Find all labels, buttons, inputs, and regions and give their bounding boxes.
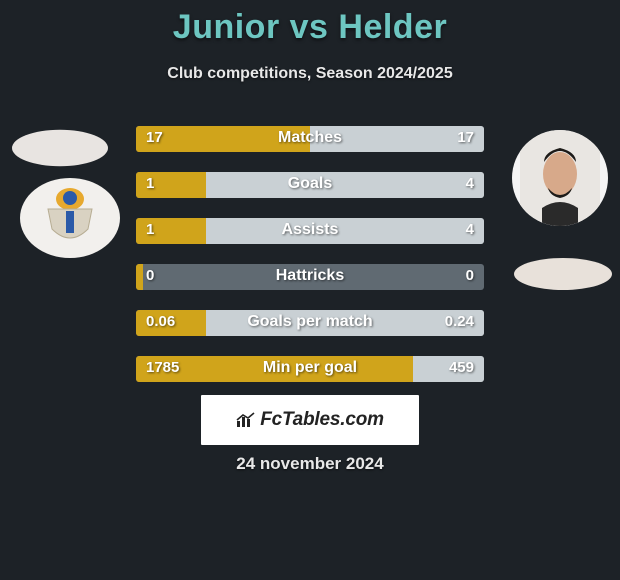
bar-label: Matches <box>136 129 484 147</box>
bar-value-left: 0.06 <box>146 313 175 330</box>
stat-bar: Matches17 17 <box>136 126 484 152</box>
bar-value-right: 4 <box>466 175 474 192</box>
stat-bar: Hattricks0 0 <box>136 264 484 290</box>
bar-value-left: 1 <box>146 221 154 238</box>
stat-bar: Goals per match0.06 0.24 <box>136 310 484 336</box>
player-left-headshot <box>12 130 108 166</box>
branding-badge: FcTables.com <box>200 394 420 446</box>
comparison-bars: Matches1717Goals14Assists14Hattricks00Go… <box>136 126 484 402</box>
bar-label: Assists <box>136 221 484 239</box>
bar-value-left: 17 <box>146 129 163 146</box>
bar-label: Hattricks <box>136 267 484 285</box>
stat-bar: Assists1 4 <box>136 218 484 244</box>
bar-value-left: 0 <box>146 267 154 284</box>
bar-value-right: 459 <box>449 359 474 376</box>
player-left-club-badge <box>20 178 120 258</box>
player-right-headshot <box>512 130 608 226</box>
bar-value-left: 1785 <box>146 359 179 376</box>
branding-text: FcTables.com <box>260 409 384 431</box>
stat-bar: Min per goal1785 459 <box>136 356 484 382</box>
headshot-icon <box>520 130 600 226</box>
date-label: 24 november 2024 <box>0 454 620 474</box>
bar-label: Goals per match <box>136 313 484 331</box>
bar-value-left: 1 <box>146 175 154 192</box>
page-title: Junior vs Helder <box>0 0 620 47</box>
bar-label: Goals <box>136 175 484 193</box>
bar-value-right: 0.24 <box>445 313 474 330</box>
player-right-club-badge <box>514 258 612 290</box>
chart-icon <box>236 412 256 428</box>
bar-label: Min per goal <box>136 359 484 377</box>
bar-value-right: 17 <box>457 129 474 146</box>
bar-value-right: 0 <box>466 267 474 284</box>
subtitle: Club competitions, Season 2024/2025 <box>0 65 620 83</box>
branding-label: FcTables.com <box>236 409 384 431</box>
bar-value-right: 4 <box>466 221 474 238</box>
stat-bar: Goals1 4 <box>136 172 484 198</box>
club-crest-icon <box>42 187 98 249</box>
